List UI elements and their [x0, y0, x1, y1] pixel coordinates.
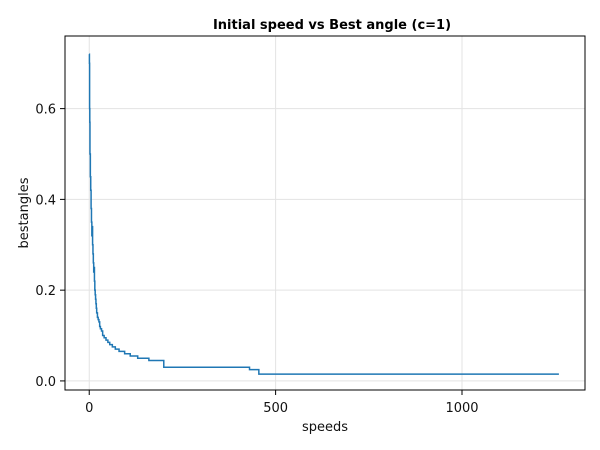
y-tick-label: 0.0: [35, 375, 56, 390]
y-ticks: 0.0 0.2 0.4 0.6: [35, 103, 65, 390]
y-axis-label: bestangles: [17, 177, 32, 248]
x-tick-label: 0: [85, 401, 93, 416]
plot-frame: [64, 35, 586, 391]
y-tick-label: 0.2: [35, 284, 56, 299]
y-tick-label: 0.6: [35, 103, 56, 118]
chart-title: Initial speed vs Best angle (c=1): [213, 18, 451, 33]
series-layer: [88, 53, 559, 375]
series-line: [88, 53, 559, 375]
x-tick-label: 500: [263, 401, 288, 416]
x-tick-label: 1000: [445, 401, 478, 416]
x-axis-label: speeds: [302, 420, 348, 435]
x-ticks: 0 500 1000: [85, 390, 479, 416]
y-tick-label: 0.4: [35, 193, 56, 208]
